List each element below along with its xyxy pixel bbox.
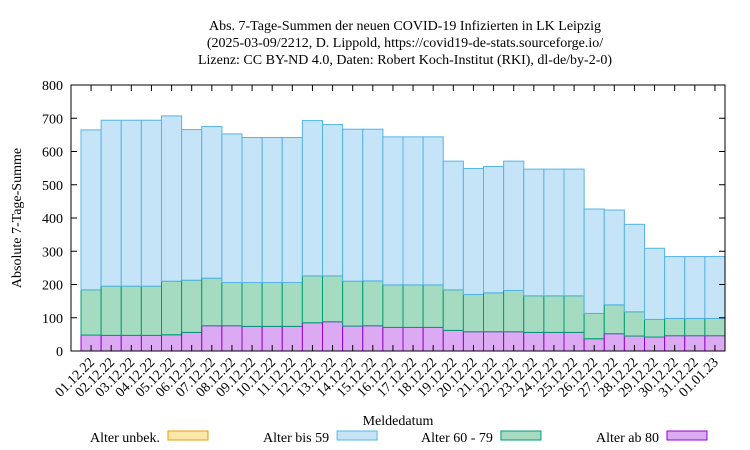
bar-alter-60-79-11.12.22	[281, 282, 303, 327]
bar-alter-60-79-23.12.22	[523, 295, 545, 333]
bar-alter-60-79-21.12.22	[483, 292, 505, 333]
bar-alter-bis-59-04.12.22	[140, 119, 163, 287]
bar-alter-bis-59-26.12.22	[583, 208, 605, 314]
legend-label: Alter unbek.	[90, 431, 160, 446]
legend-swatch	[167, 430, 209, 441]
bar-alter-60-79-07.12.22	[201, 277, 223, 327]
legend-label: Alter ab 80	[596, 431, 659, 446]
bar-alter-60-79-06.12.22	[181, 279, 203, 333]
y-tick-label: 800	[42, 79, 63, 94]
legend-label: Alter 60 - 79	[421, 431, 493, 446]
y-tick-label: 500	[42, 179, 63, 194]
bar-alter-bis-59-23.12.22	[523, 168, 545, 297]
bar-alter-bis-59-03.12.22	[120, 119, 142, 287]
bar-alter-60-79-16.12.22	[382, 284, 404, 328]
bar-alter-60-79-15.12.22	[362, 280, 384, 327]
y-tick-label: 700	[42, 112, 63, 127]
bar-alter-60-79-20.12.22	[462, 293, 485, 333]
bar-alter-60-79-08.12.22	[221, 282, 243, 327]
bar-alter-bis-59-16.12.22	[382, 136, 404, 286]
y-axis: 0 100 200 300 400 500 600 700 800	[42, 79, 725, 360]
bar-alter-60-79-31.12.22	[684, 317, 706, 337]
bar-alter-bis-59-05.12.22	[161, 115, 183, 282]
bar-alter-bis-59-27.12.22	[603, 209, 625, 306]
x-axis: 01.12.2202.12.2203.12.2204.12.2205.12.22…	[53, 85, 722, 400]
bar-alter-bis-59-13.12.22	[322, 124, 344, 277]
bar-alter-60-79-24.12.22	[543, 295, 565, 333]
bar-alter-bis-59-28.12.22	[623, 223, 646, 313]
bar-alter-bis-59-14.12.22	[342, 128, 364, 282]
bar-alter-60-79-10.12.22	[261, 282, 283, 327]
y-tick-label: 600	[42, 146, 63, 161]
bar-alter-60-79-18.12.22	[422, 284, 444, 328]
bar-alter-60-79-13.12.22	[322, 275, 344, 323]
title-line-3: Lizenz: CC BY-ND 4.0, Daten: Robert Koch…	[198, 53, 612, 68]
bar-alter-60-79-03.12.22	[120, 285, 142, 336]
x-axis-label: Meldedatum	[363, 414, 434, 429]
y-tick-label: 300	[42, 245, 63, 260]
bar-alter-bis-59-30.12.22	[664, 256, 686, 319]
bar-alter-60-79-05.12.22	[161, 280, 183, 336]
y-tick-label: 100	[42, 312, 63, 327]
title-line-2: (2025-03-09/2212, D. Lippold, https://co…	[207, 36, 603, 51]
legend-swatch	[666, 430, 708, 441]
bar-alter-60-79-27.12.22	[603, 304, 625, 335]
bar-alter-bis-59-06.12.22	[181, 129, 203, 281]
bar-alter-bis-59-25.12.22	[563, 168, 585, 297]
legend-swatch	[336, 430, 378, 441]
bar-alter-bis-59-10.12.22	[261, 137, 283, 283]
bar-alter-bis-59-18.12.22	[422, 136, 444, 286]
y-tick-label: 0	[56, 345, 63, 360]
bar-alter-60-79-01.01.23	[704, 317, 726, 337]
bar-alter-bis-59-08.12.22	[221, 133, 243, 284]
bar-alter-60-79-01.12.22	[80, 289, 102, 336]
bar-alter-60-79-17.12.22	[402, 284, 424, 328]
bar-alter-bis-59-20.12.22	[462, 167, 485, 295]
bar-alter-bis-59-09.12.22	[241, 137, 263, 283]
bar-alter-60-79-19.12.22	[442, 289, 464, 331]
bar-alter-60-79-29.12.22	[644, 318, 666, 338]
bar-alter-bis-59-21.12.22	[483, 165, 505, 294]
bars-layer	[80, 115, 726, 352]
bar-alter-bis-59-07.12.22	[201, 126, 223, 279]
y-axis-label: Absolute 7-Tage-Summe	[10, 148, 25, 288]
bar-alter-bis-59-11.12.22	[281, 137, 303, 283]
title-line-1: Abs. 7-Tage-Summen der neuen COVID-19 In…	[209, 19, 601, 34]
bar-alter-60-79-04.12.22	[140, 285, 163, 336]
bar-alter-60-79-26.12.22	[583, 312, 605, 340]
bar-alter-bis-59-22.12.22	[503, 160, 525, 291]
bar-alter-bis-59-29.12.22	[644, 247, 666, 320]
bar-alter-bis-59-31.12.22	[684, 256, 706, 319]
bar-alter-60-79-30.12.22	[664, 317, 686, 337]
y-tick-label: 200	[42, 279, 63, 294]
y-tick-label: 400	[42, 212, 63, 227]
bar-alter-bis-59-15.12.22	[362, 128, 384, 282]
legend-swatch	[500, 430, 542, 441]
bar-alter-60-79-12.12.22	[301, 275, 324, 324]
bar-alter-60-79-28.12.22	[623, 311, 646, 337]
bar-alter-bis-59-01.12.22	[80, 129, 102, 291]
bar-alter-bis-59-19.12.22	[442, 160, 464, 291]
legend-label: Alter bis 59	[263, 431, 329, 446]
bar-alter-60-79-09.12.22	[241, 282, 263, 327]
bar-alter-60-79-22.12.22	[503, 289, 525, 333]
chart-title: Abs. 7-Tage-Summen der neuen COVID-19 In…	[198, 19, 612, 68]
bar-alter-bis-59-24.12.22	[543, 168, 565, 297]
bar-alter-60-79-14.12.22	[342, 280, 364, 327]
bar-alter-60-79-02.12.22	[100, 285, 122, 336]
legend: Alter unbek. Alter bis 59 Alter 60 - 79 Alt…	[90, 430, 708, 446]
bar-alter-60-79-25.12.22	[563, 295, 585, 333]
bar-alter-bis-59-02.12.22	[100, 119, 122, 287]
bar-alter-bis-59-17.12.22	[402, 136, 424, 286]
bar-alter-bis-59-12.12.22	[301, 120, 324, 277]
bar-alter-bis-59-01.01.23	[704, 256, 726, 319]
